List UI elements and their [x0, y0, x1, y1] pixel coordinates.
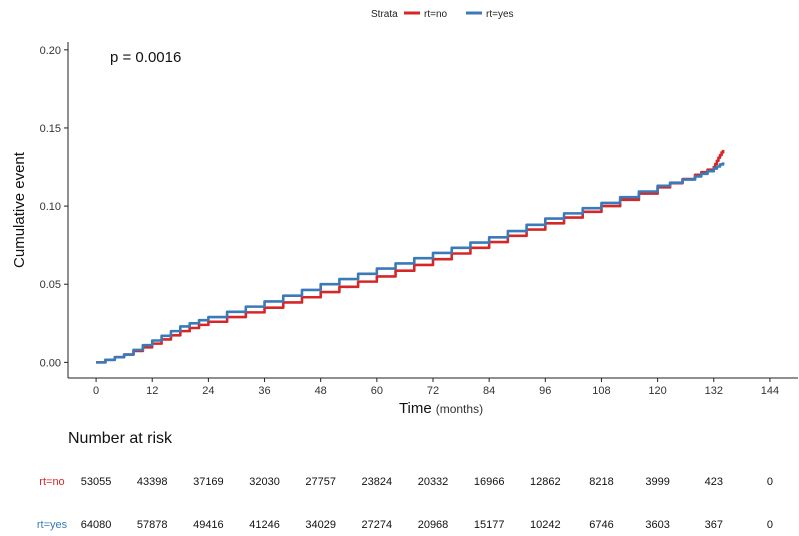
legend: Strata rt=no rt=yes — [371, 9, 514, 20]
legend-title: Strata — [371, 9, 398, 20]
series-line-rt-no — [96, 149, 725, 364]
y-tick-label: 0.15 — [40, 123, 61, 135]
risk-cell: 27274 — [362, 519, 393, 531]
x-axis-label-title: Time — [399, 400, 432, 417]
x-tick-label: 144 — [761, 385, 779, 397]
risk-cell: 57878 — [137, 519, 168, 531]
risk-cell: 3999 — [645, 476, 669, 488]
y-tick-label: 0.05 — [40, 279, 61, 291]
risk-cell: 23824 — [362, 476, 393, 488]
risk-cell: 20332 — [418, 476, 449, 488]
x-tick-label: 120 — [648, 385, 666, 397]
y-tick-label: 0.10 — [40, 201, 61, 213]
risk-cell: 20968 — [418, 519, 449, 531]
x-tick-label: 48 — [315, 385, 327, 397]
risk-cell: 64080 — [81, 519, 112, 531]
risk-cell: 0 — [767, 476, 773, 488]
x-tick-label: 0 — [93, 385, 99, 397]
risk-cell: 34029 — [305, 519, 336, 531]
risk-cell: 27757 — [305, 476, 336, 488]
axes: 0.00 0.05 0.10 0.15 0.20 0 12 24 36 48 60 72 84 96 108… — [40, 42, 798, 397]
risk-cell: 15177 — [474, 519, 505, 531]
risk-cell: 43398 — [137, 476, 168, 488]
risk-table: Number at risk rt=no 53055 43398 37169 32030… — [37, 430, 773, 531]
x-tick-label: 24 — [202, 385, 214, 397]
series-lines — [96, 149, 725, 364]
x-tick-label: 96 — [539, 385, 551, 397]
x-tick-label: 108 — [592, 385, 610, 397]
x-tick-label: 72 — [427, 385, 439, 397]
risk-cell: 16966 — [474, 476, 505, 488]
series-line-rt-yes — [96, 162, 725, 364]
legend-item-label: rt=yes — [486, 9, 514, 20]
risk-cell: 423 — [705, 476, 723, 488]
x-axis-label-unit: (months) — [436, 402, 483, 416]
risk-cell: 32030 — [249, 476, 280, 488]
risk-cell: 41246 — [249, 519, 280, 531]
risk-cell: 12862 — [530, 476, 561, 488]
risk-cell: 10242 — [530, 519, 561, 531]
risk-row-label: rt=no — [39, 476, 64, 488]
x-tick-label: 36 — [258, 385, 270, 397]
risk-cell: 6746 — [589, 519, 613, 531]
risk-cell: 49416 — [193, 519, 224, 531]
p-value-annotation: p = 0.0016 — [110, 49, 181, 66]
x-tick-label: 132 — [705, 385, 723, 397]
risk-cell: 8218 — [589, 476, 613, 488]
risk-cell: 0 — [767, 519, 773, 531]
x-tick-label: 60 — [371, 385, 383, 397]
x-axis-label: Time (months) — [399, 400, 483, 417]
y-axis-label: Cumulative event — [11, 151, 28, 268]
risk-cell: 53055 — [81, 476, 112, 488]
y-tick-label: 0.00 — [40, 357, 61, 369]
risk-cell: 367 — [705, 519, 723, 531]
legend-item-label: rt=no — [424, 9, 448, 20]
risk-row-label: rt=yes — [37, 519, 68, 531]
risk-table-title: Number at risk — [68, 430, 173, 447]
risk-cell: 3603 — [645, 519, 669, 531]
x-tick-label: 84 — [483, 385, 495, 397]
x-tick-label: 12 — [146, 385, 158, 397]
y-tick-label: 0.20 — [40, 45, 61, 57]
risk-cell: 37169 — [193, 476, 224, 488]
